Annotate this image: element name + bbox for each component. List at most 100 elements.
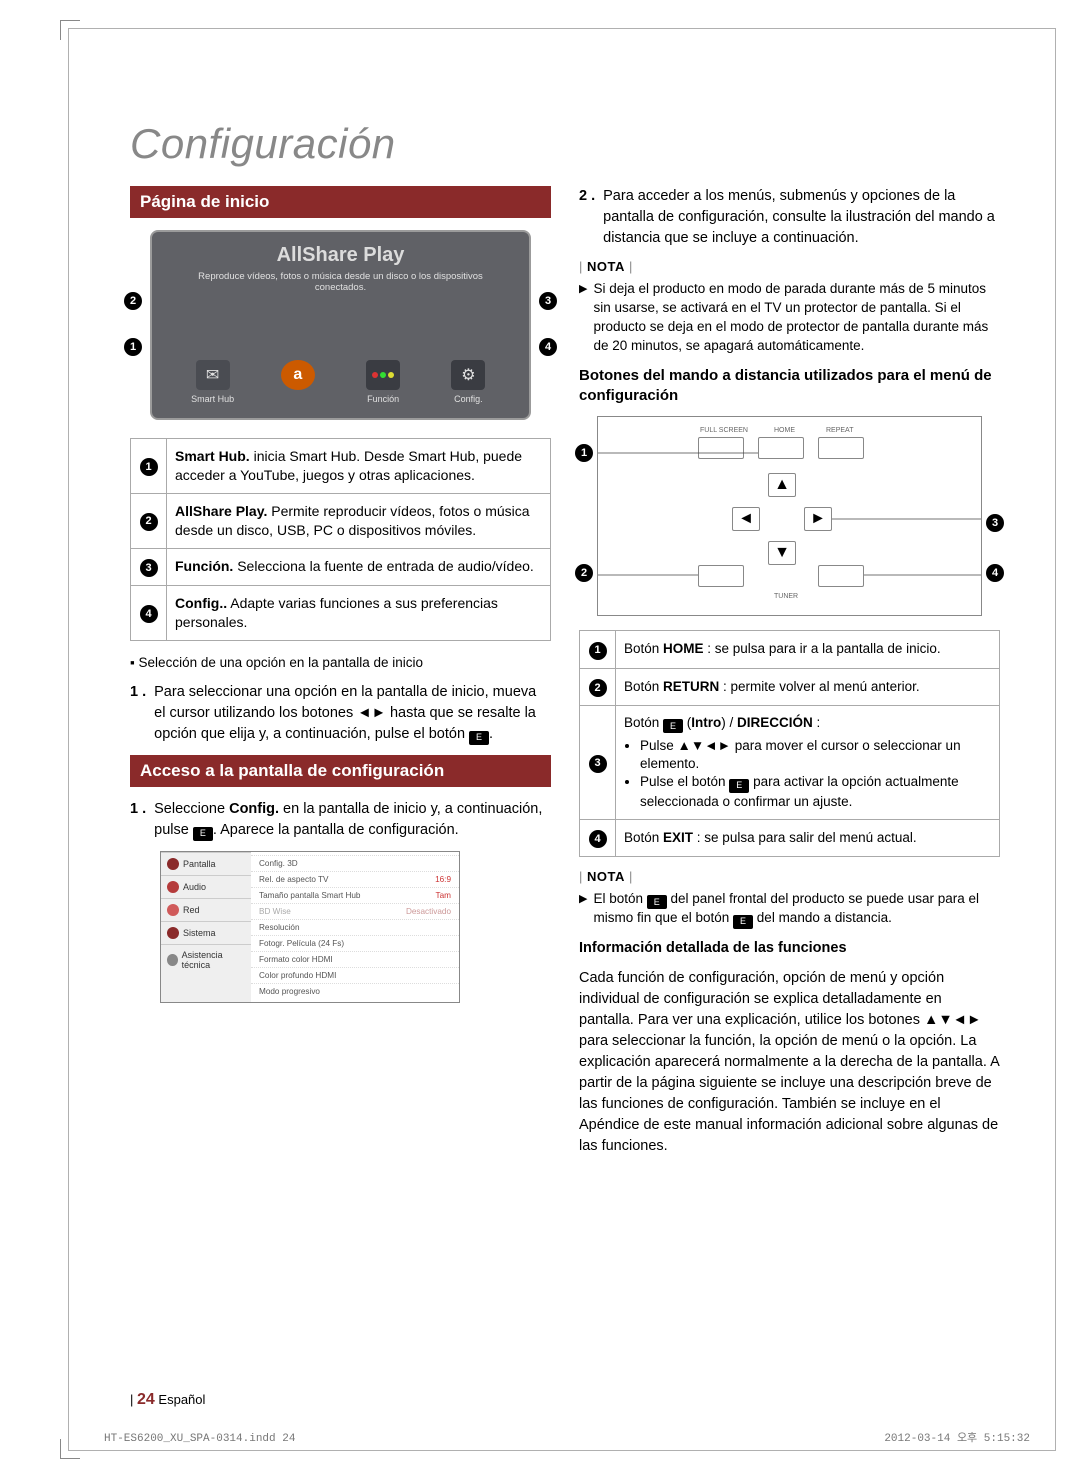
def-cell: Smart Hub. inicia Smart Hub. Desde Smart… xyxy=(167,439,551,494)
remote-diagram: FULL SCREEN HOME REPEAT ▲ ◄ ► ▼ TUNER xyxy=(597,416,982,616)
funcion-icon xyxy=(366,360,400,390)
def-cell: AllShare Play. Permite reproducir vídeos… xyxy=(167,493,551,548)
footer-filename: HT-ES6200_XU_SPA-0314.indd 24 xyxy=(104,1433,295,1445)
step-number: 1 . xyxy=(130,799,146,841)
sidebar-item: Asistencia técnica xyxy=(161,944,251,975)
remote-callout-4: 4 xyxy=(986,564,1004,582)
footer-timestamp: 2012-03-14 오후 5:15:32 xyxy=(884,1429,1030,1445)
settings-row: Rel. de aspecto TV16:9 xyxy=(251,871,459,887)
settings-row: Config. 3D xyxy=(251,855,459,871)
step-number: 1 . xyxy=(130,682,146,745)
table-row: 2 Botón RETURN : permite volver al menú … xyxy=(580,668,1000,705)
remote-left-button: ◄ xyxy=(732,507,760,531)
allshare-diagram: AllShare Play Reproduce vídeos, fotos o … xyxy=(150,230,531,420)
remote-callout-2: 2 xyxy=(575,564,593,582)
section-head-acceso: Acceso a la pantalla de configuración xyxy=(130,755,551,787)
enter-icon: E xyxy=(647,895,667,909)
num-1: 1 xyxy=(140,458,158,476)
sidebar-item: Red xyxy=(161,898,251,921)
table-row: 4 Config.. Adapte varias funciones a sus… xyxy=(131,585,551,640)
step-text: Para acceder a los menús, submenús y opc… xyxy=(603,186,1000,249)
icon-label: Función xyxy=(367,394,399,404)
allshare-icon-row: ✉ Smart Hub a Función ⚙ xyxy=(152,360,529,404)
settings-row: Resolución xyxy=(251,919,459,935)
home-definitions-table: 1 Smart Hub. inicia Smart Hub. Desde Sma… xyxy=(130,438,551,641)
table-row: 1 Smart Hub. inicia Smart Hub. Desde Sma… xyxy=(131,439,551,494)
step-1: 1 . Para seleccionar una opción en la pa… xyxy=(130,682,551,745)
num-4: 4 xyxy=(589,830,607,848)
note-item: ▶ El botón E del panel frontal del produ… xyxy=(579,890,1000,929)
num-2: 2 xyxy=(140,513,158,531)
icon-funcion: Función xyxy=(341,360,426,404)
remote-repeat-button xyxy=(818,437,864,459)
config-icon: ⚙ xyxy=(451,360,485,390)
remote-callout-3: 3 xyxy=(986,514,1004,532)
step-number: 2 . xyxy=(579,186,595,249)
nota-label: NOTA xyxy=(579,259,1000,274)
page-title: Configuración xyxy=(130,120,1030,168)
table-row: 4 Botón EXIT : se pulsa para salir del m… xyxy=(580,819,1000,856)
remote-home-button xyxy=(758,437,804,459)
list-item: Pulse ▲▼◄► para mover el cursor o selecc… xyxy=(640,737,991,773)
step-text: Seleccione Config. en la pantalla de ini… xyxy=(154,799,551,841)
smart-hub-icon: ✉ xyxy=(196,360,230,390)
settings-row: Fotogr. Película (24 Fs) xyxy=(251,935,459,951)
callout-2: 2 xyxy=(124,292,142,310)
selection-line: ▪ Selección de una opción en la pantalla… xyxy=(130,653,551,673)
two-column-layout: Página de inicio 2 1 3 4 AllShare Play R… xyxy=(100,186,1030,1167)
enter-icon: E xyxy=(729,779,749,793)
table-row: 3 Función. Selecciona la fuente de entra… xyxy=(131,548,551,585)
table-row: 1 Botón HOME : se pulsa para ir a la pan… xyxy=(580,631,1000,668)
bullet-triangle-icon: ▶ xyxy=(579,282,587,356)
allshare-title: AllShare Play xyxy=(152,244,529,267)
icon-config: ⚙ Config. xyxy=(426,360,511,404)
icon-label: Config. xyxy=(454,394,483,404)
section-head-pagina: Página de inicio xyxy=(130,186,551,218)
remote-label: TUNER xyxy=(774,593,798,600)
allshare-icon: a xyxy=(281,360,315,390)
step-text: Para seleccionar una opción en la pantal… xyxy=(154,682,551,745)
right-column: 2 . Para acceder a los menús, submenús y… xyxy=(579,186,1000,1167)
def-cell: Función. Selecciona la fuente de entrada… xyxy=(167,548,551,585)
note-text: Si deja el producto en modo de parada du… xyxy=(593,280,1000,356)
num-1: 1 xyxy=(589,642,607,660)
enter-icon: E xyxy=(663,719,683,733)
def-cell: Botón RETURN : permite volver al menú an… xyxy=(616,668,1000,705)
remote-label: REPEAT xyxy=(826,427,854,434)
step-2: 2 . Para acceder a los menús, submenús y… xyxy=(579,186,1000,249)
enter-icon: E xyxy=(469,731,489,745)
enter-icon: E xyxy=(733,915,753,929)
num-4: 4 xyxy=(140,605,158,623)
icon-allshare: a xyxy=(255,360,340,404)
nota-label: NOTA xyxy=(579,869,1000,884)
settings-row: Formato color HDMI xyxy=(251,951,459,967)
settings-options: Config. 3D Rel. de aspecto TV16:9 Tamaño… xyxy=(251,852,459,1002)
settings-row: Tamaño pantalla Smart HubTam xyxy=(251,887,459,903)
callout-4: 4 xyxy=(539,338,557,356)
remote-right-button: ► xyxy=(804,507,832,531)
remote-fullscreen-button xyxy=(698,437,744,459)
settings-row: Color profundo HDMI xyxy=(251,967,459,983)
def-cell: Botón HOME : se pulsa para ir a la panta… xyxy=(616,631,1000,668)
crop-mark-tl xyxy=(60,20,80,40)
def-cell: Botón EXIT : se pulsa para salir del men… xyxy=(616,819,1000,856)
sidebar-item: Pantalla xyxy=(161,852,251,875)
table-row: 2 AllShare Play. Permite reproducir víde… xyxy=(131,493,551,548)
remote-label: HOME xyxy=(774,427,795,434)
num-2: 2 xyxy=(589,679,607,697)
left-column: Página de inicio 2 1 3 4 AllShare Play R… xyxy=(130,186,551,1167)
remote-down-button: ▼ xyxy=(768,541,796,565)
remote-definitions-table: 1 Botón HOME : se pulsa para ir a la pan… xyxy=(579,630,1000,857)
settings-row: Modo progresivo xyxy=(251,983,459,999)
note-item: ▶ Si deja el producto en modo de parada … xyxy=(579,280,1000,356)
settings-screenshot: Pantalla Audio Red Sistema Asistencia té… xyxy=(160,851,460,1003)
sub-heading-detailed: Información detallada de las funciones xyxy=(579,939,1000,959)
crop-mark-bl xyxy=(60,1439,80,1459)
def-cell: Botón E (Intro) / DIRECCIÓN : Pulse ▲▼◄►… xyxy=(616,705,1000,819)
remote-return-button xyxy=(698,565,744,587)
settings-sidebar: Pantalla Audio Red Sistema Asistencia té… xyxy=(161,852,251,1002)
remote-exit-button xyxy=(818,565,864,587)
remote-up-button: ▲ xyxy=(768,473,796,497)
sidebar-item: Audio xyxy=(161,875,251,898)
num-3: 3 xyxy=(140,559,158,577)
